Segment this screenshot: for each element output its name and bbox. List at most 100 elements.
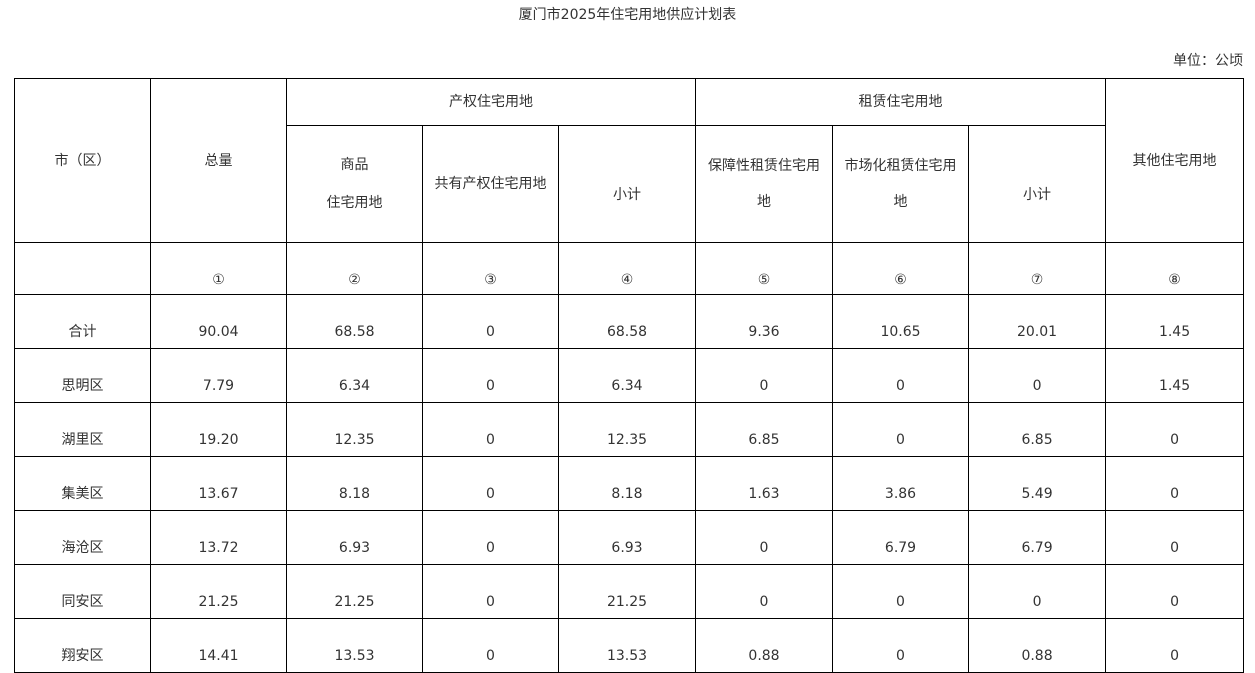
header-affordable: 保障性租赁住宅用地 xyxy=(695,125,834,243)
header-rental-group: 租赁住宅用地 xyxy=(695,78,1107,126)
value-cell: 13.72 xyxy=(150,510,287,565)
header-number: ⑧ xyxy=(1105,242,1245,295)
table-row: 翔安区 14.41 13.53 0 13.53 0.88 0 0.88 0 xyxy=(14,618,1245,673)
value-cell: 6.34 xyxy=(286,348,423,403)
value-cell: 0 xyxy=(968,348,1107,403)
page-title: 厦门市2025年住宅用地供应计划表 xyxy=(518,7,737,23)
value-cell: 8.18 xyxy=(286,456,423,511)
value-cell: 1.45 xyxy=(1105,348,1245,403)
district-cell: 同安区 xyxy=(14,564,151,619)
header-property-subtotal: 小计 xyxy=(557,125,697,243)
header-number: ③ xyxy=(422,242,559,295)
value-cell: 0 xyxy=(832,564,970,619)
value-cell: 21.25 xyxy=(557,564,697,619)
header-number: ⑦ xyxy=(968,242,1107,295)
district-cell: 集美区 xyxy=(14,456,151,511)
header-row-2: 商品 住宅用地 共有产权住宅用地 小计 保障性租赁住宅用地 市场化租赁住宅用地 小… xyxy=(15,125,1244,243)
table-row: 集美区 13.67 8.18 0 8.18 1.63 3.86 5.49 0 xyxy=(14,456,1245,511)
value-cell: 14.41 xyxy=(150,618,287,673)
header-number: ① xyxy=(150,242,287,295)
value-cell: 5.49 xyxy=(968,456,1107,511)
value-cell: 0 xyxy=(695,510,834,565)
header-affordable-line1: 保障性租赁住宅用 xyxy=(708,158,821,174)
header-affordable-line2: 地 xyxy=(757,194,772,210)
district-cell: 海沧区 xyxy=(14,510,151,565)
table-row: 同安区 21.25 21.25 0 21.25 0 0 0 0 xyxy=(14,564,1245,619)
value-cell: 12.35 xyxy=(286,402,423,457)
value-cell: 1.63 xyxy=(695,456,834,511)
value-cell: 0 xyxy=(1105,564,1245,619)
value-cell: 68.58 xyxy=(286,294,423,349)
value-cell: 0 xyxy=(422,402,559,457)
header-number-row: ① ② ③ ④ ⑤ ⑥ ⑦ ⑧ xyxy=(14,242,1245,295)
header-row-1: 市（区） 总量 产权住宅用地 租赁住宅用地 其他住宅用地 xyxy=(14,78,1245,243)
value-cell: 13.53 xyxy=(557,618,697,673)
value-cell: 0 xyxy=(832,348,970,403)
header-total: 总量 xyxy=(150,78,287,243)
header-other: 其他住宅用地 xyxy=(1105,78,1245,243)
value-cell: 6.85 xyxy=(695,402,834,457)
land-supply-table: 市（区） 总量 产权住宅用地 租赁住宅用地 其他住宅用地 商品住宅用地 共有产权… xyxy=(14,78,1245,673)
header-number-empty xyxy=(14,242,151,295)
value-cell: 0 xyxy=(422,618,559,673)
header-number: ② xyxy=(286,242,423,295)
value-cell: 10.65 xyxy=(832,294,970,349)
header-number: ⑥ xyxy=(832,242,970,295)
value-cell: 0 xyxy=(422,348,559,403)
value-cell: 0 xyxy=(832,402,970,457)
district-cell: 思明区 xyxy=(14,348,151,403)
district-cell: 湖里区 xyxy=(14,402,151,457)
value-cell: 6.93 xyxy=(557,510,697,565)
value-cell: 6.85 xyxy=(968,402,1107,457)
value-cell: 0 xyxy=(968,564,1107,619)
value-cell: 0 xyxy=(1105,510,1245,565)
value-cell: 13.67 xyxy=(150,456,287,511)
unit-label: 单位：公顷 xyxy=(1173,53,1243,69)
value-cell: 19.20 xyxy=(150,402,287,457)
table-row: 合计 90.04 68.58 0 68.58 9.36 10.65 20.01 1.45 xyxy=(14,294,1245,349)
value-cell: 0 xyxy=(422,564,559,619)
value-cell: 21.25 xyxy=(150,564,287,619)
header-market-line2: 地 xyxy=(893,194,908,210)
value-cell: 0.88 xyxy=(695,618,834,673)
value-cell: 0 xyxy=(422,294,559,349)
district-cell: 翔安区 xyxy=(14,618,151,673)
header-district: 市（区） xyxy=(14,78,151,243)
value-cell: 6.79 xyxy=(832,510,970,565)
value-cell: 1.45 xyxy=(1105,294,1245,349)
header-property-group: 产权住宅用地 xyxy=(285,78,697,126)
value-cell: 90.04 xyxy=(150,294,287,349)
district-cell: 合计 xyxy=(14,294,151,349)
header-number: ⑤ xyxy=(695,242,834,295)
value-cell: 9.36 xyxy=(695,294,834,349)
value-cell: 0 xyxy=(422,510,559,565)
header-commercial: 商品 住宅用地 xyxy=(286,125,423,243)
header-rental-subtotal: 小计 xyxy=(968,125,1107,243)
value-cell: 21.25 xyxy=(286,564,423,619)
value-cell: 0 xyxy=(832,618,970,673)
header-number: ④ xyxy=(557,242,697,295)
value-cell: 6.79 xyxy=(968,510,1107,565)
value-cell: 20.01 xyxy=(968,294,1107,349)
value-cell: 0.88 xyxy=(968,618,1107,673)
value-cell: 0 xyxy=(1105,402,1245,457)
header-commercial-line1: 商品 xyxy=(340,157,369,173)
value-cell: 68.58 xyxy=(557,294,697,349)
value-cell: 8.18 xyxy=(557,456,697,511)
value-cell: 0 xyxy=(1105,618,1245,673)
value-cell: 0 xyxy=(695,348,834,403)
table-row: 思明区 7.79 6.34 0 6.34 0 0 0 1.45 xyxy=(14,348,1245,403)
value-cell: 12.35 xyxy=(557,402,697,457)
value-cell: 0 xyxy=(422,456,559,511)
table-row: 湖里区 19.20 12.35 0 12.35 6.85 0 6.85 0 xyxy=(14,402,1245,457)
value-cell: 13.53 xyxy=(286,618,423,673)
value-cell: 0 xyxy=(695,564,834,619)
value-cell: 6.34 xyxy=(557,348,697,403)
header-market-line1: 市场化租赁住宅用 xyxy=(844,158,957,174)
header-commercial-line2: 住宅用地 xyxy=(326,195,383,211)
value-cell: 3.86 xyxy=(832,456,970,511)
value-cell: 6.93 xyxy=(286,510,423,565)
table-row: 海沧区 13.72 6.93 0 6.93 0 6.79 6.79 0 xyxy=(14,510,1245,565)
value-cell: 0 xyxy=(1105,456,1245,511)
header-shared: 共有产权住宅用地 xyxy=(422,125,559,243)
